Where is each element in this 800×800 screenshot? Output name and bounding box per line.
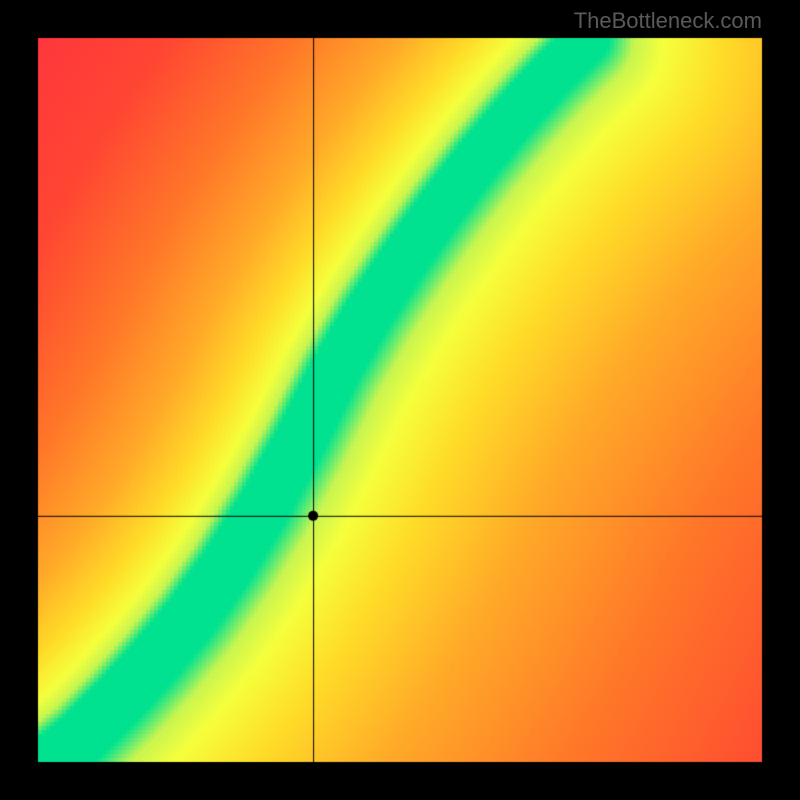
watermark-text: TheBottleneck.com (574, 8, 762, 34)
heatmap-canvas (0, 0, 800, 800)
chart-container: TheBottleneck.com (0, 0, 800, 800)
